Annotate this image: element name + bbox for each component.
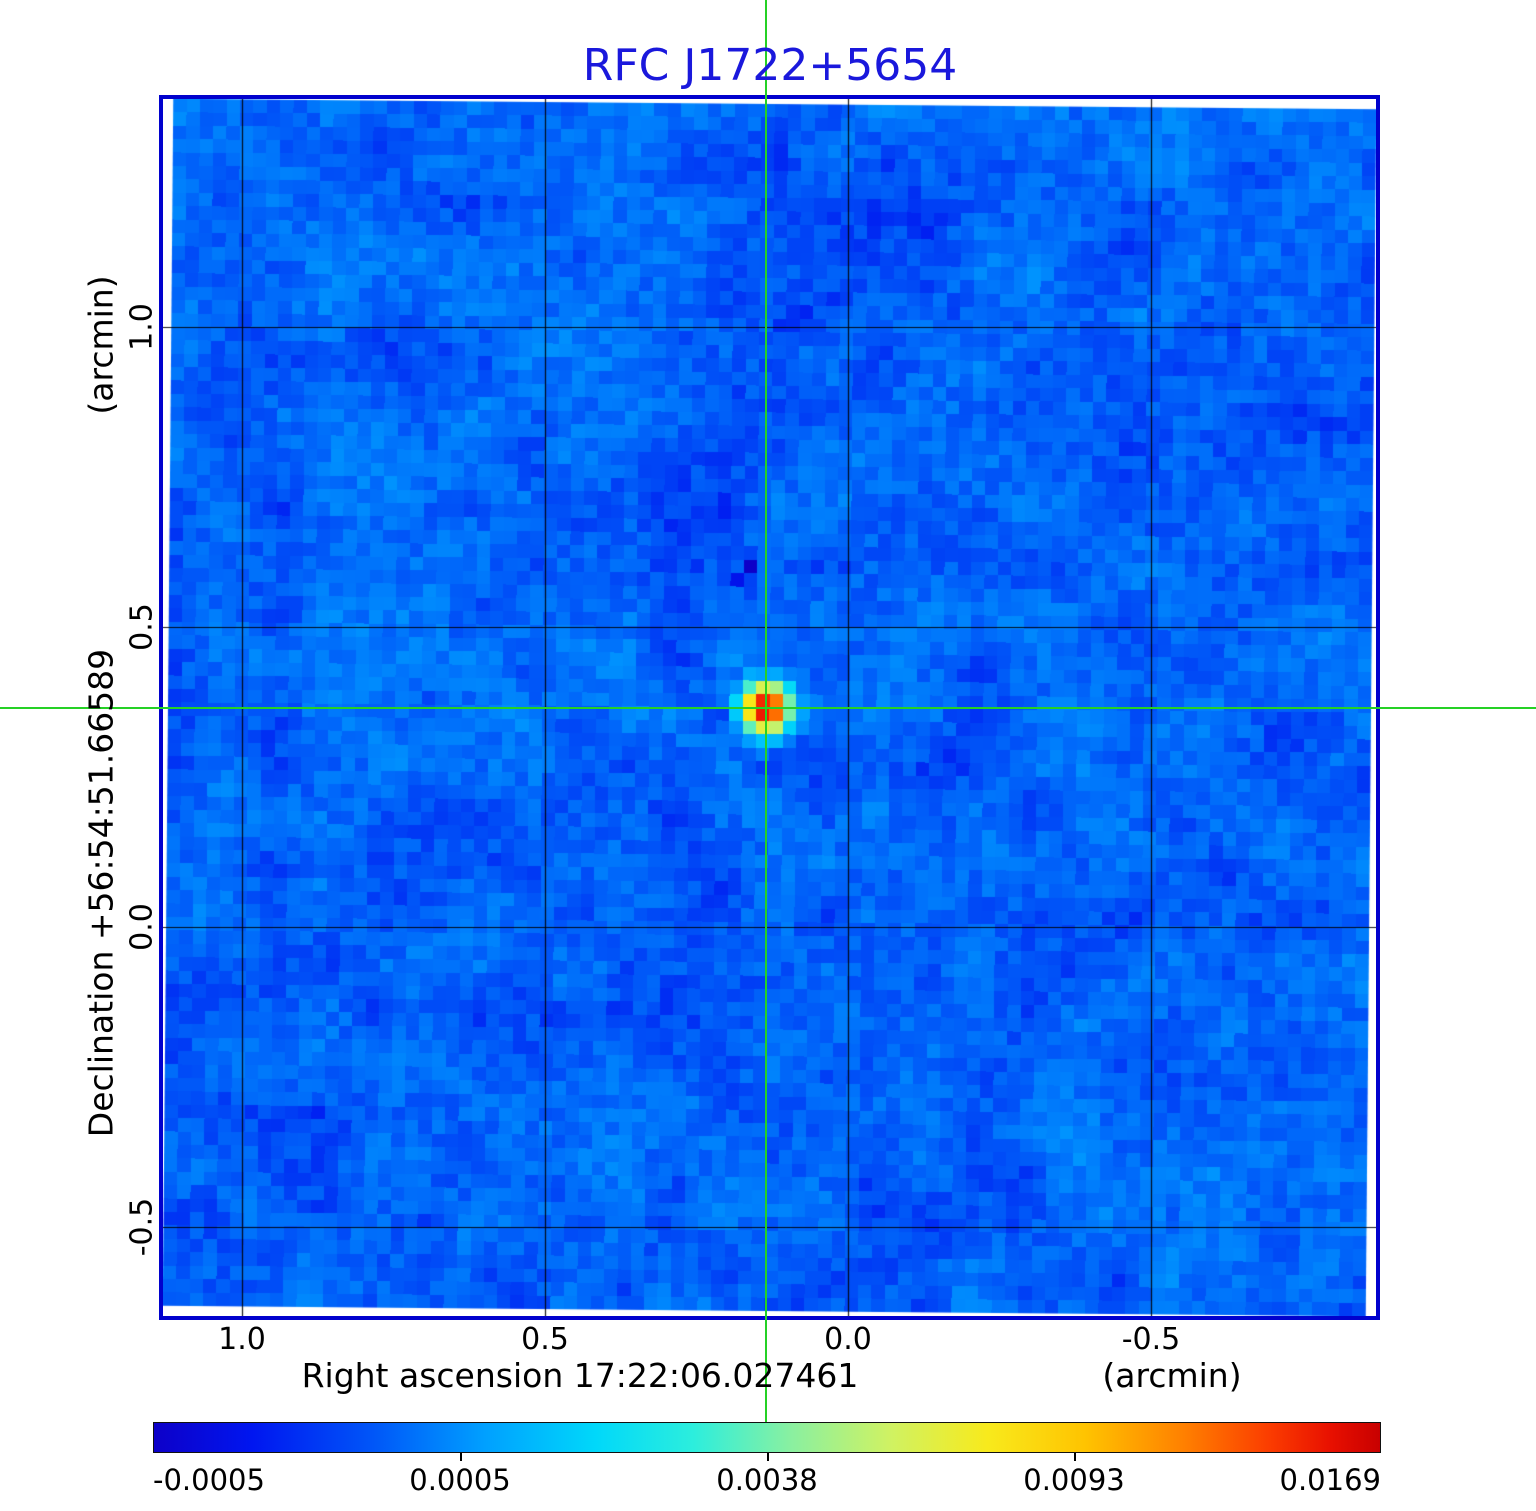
colorbar-tick-label: -0.0005 [153,1463,265,1497]
colorbar-tick-label: 0.0169 [1279,1463,1381,1497]
x-tick-label: 1.0 [218,1322,266,1357]
crosshair-vertical-line [765,0,767,1422]
x-axis-label: Right ascension 17:22:06.027461 [301,1356,859,1395]
y-tick-label: 0.5 [124,603,160,651]
y-tick-label: 1.0 [124,303,160,351]
x-axis-unit-label: (arcmin) [1102,1356,1242,1395]
y-axis-unit-label: (arcmin) [81,275,121,415]
y-axis-label: Declination +56:54:51.66589 [81,648,121,1138]
colorbar-tick-label: 0.0038 [716,1463,818,1497]
colorbar [153,1422,1381,1453]
y-tick-label: -0.5 [124,1197,160,1257]
colorbar-tick [1074,1453,1076,1461]
x-tick-label: 0.5 [521,1322,569,1357]
x-tick-label: 0.0 [824,1322,872,1357]
colorbar-tick-label: 0.0005 [409,1463,511,1497]
colorbar-tick [460,1453,462,1461]
y-tick-label: 0.0 [124,903,160,951]
crosshair-horizontal-line [0,707,1536,709]
x-tick-label: -0.5 [1121,1322,1181,1357]
colorbar-tick-label: 0.0093 [1023,1463,1125,1497]
colorbar-tick [767,1453,769,1461]
plot-title: RFC J1722+5654 [582,40,958,91]
